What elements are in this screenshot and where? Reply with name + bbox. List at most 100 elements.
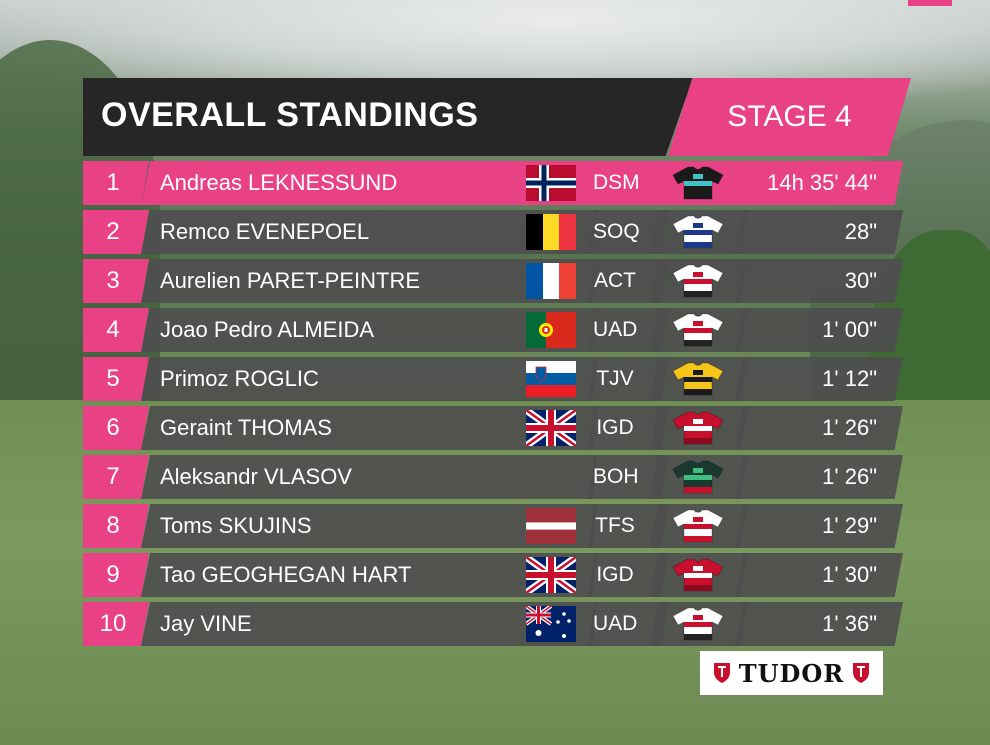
rider-cell [141,259,597,303]
rider-name: Joao Pedro ALMEIDA [160,317,375,342]
team-jersey-icon [672,411,724,445]
rider-cell [141,553,597,597]
flag-france-icon [526,263,576,299]
standings-row: 5 Primoz ROGLIC TJV 1' 12" [83,357,903,401]
rider-position: 9 [106,561,120,588]
standings-table: 1 Andreas LEKNESSUND DSM 14h 35' 44" 2 Remco … [83,161,903,651]
position-cell [83,161,149,205]
rider-time: 14h 35' 44" [767,170,877,195]
flag-belgium-icon [526,214,576,250]
team-code: DSM [593,171,640,194]
rider-position: 7 [106,463,120,490]
flag-uk-icon [526,410,576,446]
time-cell [735,210,903,254]
rider-position: 4 [106,316,120,343]
rider-name: Jay VINE [160,611,252,636]
tudor-shield-icon [853,663,870,683]
rider-cell [141,161,597,205]
rider-name: Aurelien PARET-PEINTRE [160,268,421,293]
rider-cell [141,504,597,548]
team-code: UAD [593,612,638,635]
position-cell [83,406,149,450]
rider-cell [141,210,597,254]
standings-row: 1 Andreas LEKNESSUND DSM 14h 35' 44" [83,161,903,205]
standings-row: 2 Remco EVENEPOEL SOQ 28" [83,210,903,254]
header-bar [83,78,693,156]
time-cell [735,357,903,401]
flag-portugal-icon [526,312,576,348]
stage-label: STAGE 4 [727,100,852,133]
standings-row: 4 Joao Pedro ALMEIDA UAD 1' 00" [83,308,903,352]
rider-cell [141,602,597,646]
team-jersey-icon [672,313,724,347]
flag-norway-icon [526,165,576,201]
position-cell [83,553,149,597]
time-cell [735,602,903,646]
standings-row: 9 Tao GEOGHEGAN HART IGD 1' 30" [83,553,903,597]
rider-time: 28" [844,219,877,244]
rider-position: 3 [106,267,120,294]
position-cell [83,455,149,499]
team-code: UAD [593,318,638,341]
rider-name: Andreas LEKNESSUND [160,170,398,195]
standings-row: 8 Toms SKUJINS TFS 1' 29" [83,504,903,548]
team-jersey-icon [672,215,724,249]
position-cell [83,357,149,401]
rider-position: 8 [106,512,120,539]
corner-accent [908,0,952,6]
stage-badge [668,78,911,156]
time-cell [735,161,903,205]
team-code: TJV [596,367,634,390]
position-cell [83,504,149,548]
team-code: IGD [596,563,634,586]
rider-name: Aleksandr VLASOV [160,464,352,489]
rider-time: 1' 26" [822,464,877,489]
standings-title: OVERALL STANDINGS [101,96,479,134]
team-jersey-icon [672,166,724,200]
rider-cell [141,406,597,450]
standings-row: 3 Aurelien PARET-PEINTRE ACT 30" [83,259,903,303]
rider-time: 1' 30" [822,562,877,587]
rider-position: 6 [106,414,120,441]
rider-name: Primoz ROGLIC [160,366,319,391]
rider-time: 1' 29" [822,513,877,538]
rider-cell [141,308,597,352]
position-cell [83,210,149,254]
sponsor-logo: TUDOR [700,651,883,695]
rider-cell [141,455,597,499]
rider-time: 1' 12" [822,366,877,391]
position-cell [83,602,149,646]
rider-position: 1 [106,169,120,196]
rider-position: 2 [106,218,120,245]
position-cell [83,308,149,352]
team-jersey-icon [672,558,724,592]
flag-uk-icon [526,557,576,593]
standings-row: 10 Jay VINE UAD 1' 36" [83,602,903,646]
team-code: IGD [596,416,634,439]
team-jersey-icon [672,264,724,298]
time-cell [735,504,903,548]
rider-name: Geraint THOMAS [160,415,332,440]
sponsor-name: TUDOR [738,658,845,688]
rider-name: Toms SKUJINS [160,513,312,538]
rider-time: 1' 00" [822,317,877,342]
time-cell [735,308,903,352]
rider-time: 30" [844,268,877,293]
time-cell [735,406,903,450]
flag-australia-icon [526,606,576,642]
rider-position: 10 [99,610,127,637]
rider-name: Tao GEOGHEGAN HART [160,562,412,587]
standings-row: 6 Geraint THOMAS IGD 1' 26" [83,406,903,450]
team-jersey-icon [672,460,724,494]
rider-time: 1' 36" [822,611,877,636]
standings-row: 7 Aleksandr VLASOV BOH 1' 26" [83,455,903,499]
time-cell [735,455,903,499]
tudor-shield-icon [713,663,730,683]
flag-slovenia-icon [526,361,576,397]
team-jersey-icon [672,362,724,396]
flag-latvia-icon [526,508,576,544]
rider-cell [141,357,597,401]
time-cell [735,553,903,597]
team-code: ACT [594,269,636,292]
position-cell [83,259,149,303]
